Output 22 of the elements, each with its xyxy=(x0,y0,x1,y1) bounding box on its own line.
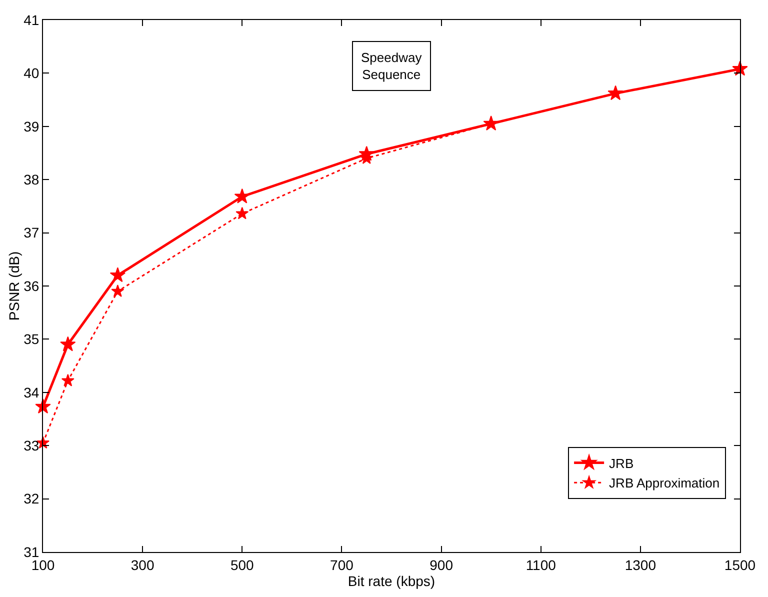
y-tick-label: 37 xyxy=(24,224,40,241)
y-tick-label: 38 xyxy=(24,172,40,188)
annotation: Speedway Sequence xyxy=(361,50,422,82)
y-tick-label: 39 xyxy=(24,118,40,134)
x-tick-label: 700 xyxy=(330,556,354,573)
y-tick-label: 33 xyxy=(24,438,40,454)
x-axis-title: Bit rate (kbps) xyxy=(348,572,436,589)
y-axis-title: PSNR (dB) xyxy=(6,251,22,321)
y-tick-label: 32 xyxy=(24,490,40,507)
y-tick-label: 41 xyxy=(24,12,40,28)
x-tick-label: 900 xyxy=(430,556,454,573)
x-tick-label: 1500 xyxy=(724,556,756,573)
legend-label: JRB Approximation xyxy=(609,476,720,491)
y-tick-label: 35 xyxy=(24,331,40,348)
y-tick-label: 40 xyxy=(24,65,40,82)
x-tick-label: 500 xyxy=(230,556,254,573)
legend-label: JRB xyxy=(609,456,634,471)
y-tick-label: 36 xyxy=(24,278,40,294)
x-tick-label: 1300 xyxy=(624,556,656,573)
x-tick-label: 1100 xyxy=(526,556,556,573)
x-tick-label: 300 xyxy=(130,556,154,573)
y-tick-label: 34 xyxy=(24,384,40,400)
